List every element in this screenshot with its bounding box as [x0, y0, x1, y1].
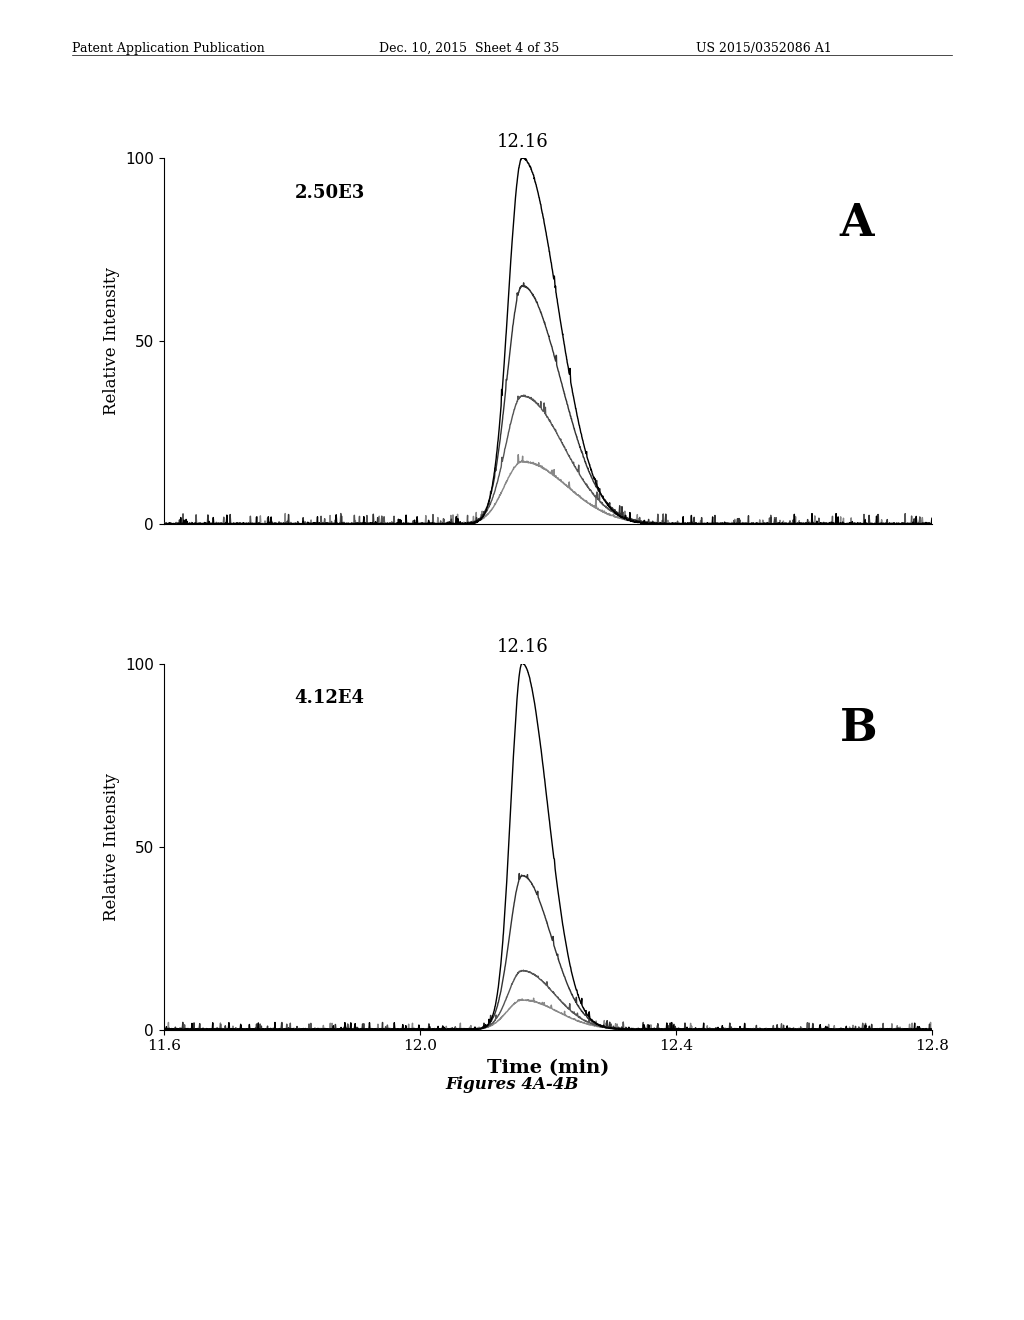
Text: 12.16: 12.16 — [497, 639, 548, 656]
Y-axis label: Relative Intensity: Relative Intensity — [102, 772, 120, 920]
Text: Dec. 10, 2015  Sheet 4 of 35: Dec. 10, 2015 Sheet 4 of 35 — [379, 42, 559, 55]
Text: US 2015/0352086 A1: US 2015/0352086 A1 — [696, 42, 833, 55]
Text: 4.12E4: 4.12E4 — [295, 689, 365, 708]
Text: Figures 4A-4B: Figures 4A-4B — [445, 1076, 579, 1093]
X-axis label: Time (min): Time (min) — [486, 1059, 609, 1077]
Text: B: B — [840, 708, 878, 751]
Text: Patent Application Publication: Patent Application Publication — [72, 42, 264, 55]
Text: 2.50E3: 2.50E3 — [295, 183, 365, 202]
Text: 12.16: 12.16 — [497, 133, 548, 150]
Y-axis label: Relative Intensity: Relative Intensity — [102, 268, 120, 416]
Text: A: A — [840, 202, 874, 246]
